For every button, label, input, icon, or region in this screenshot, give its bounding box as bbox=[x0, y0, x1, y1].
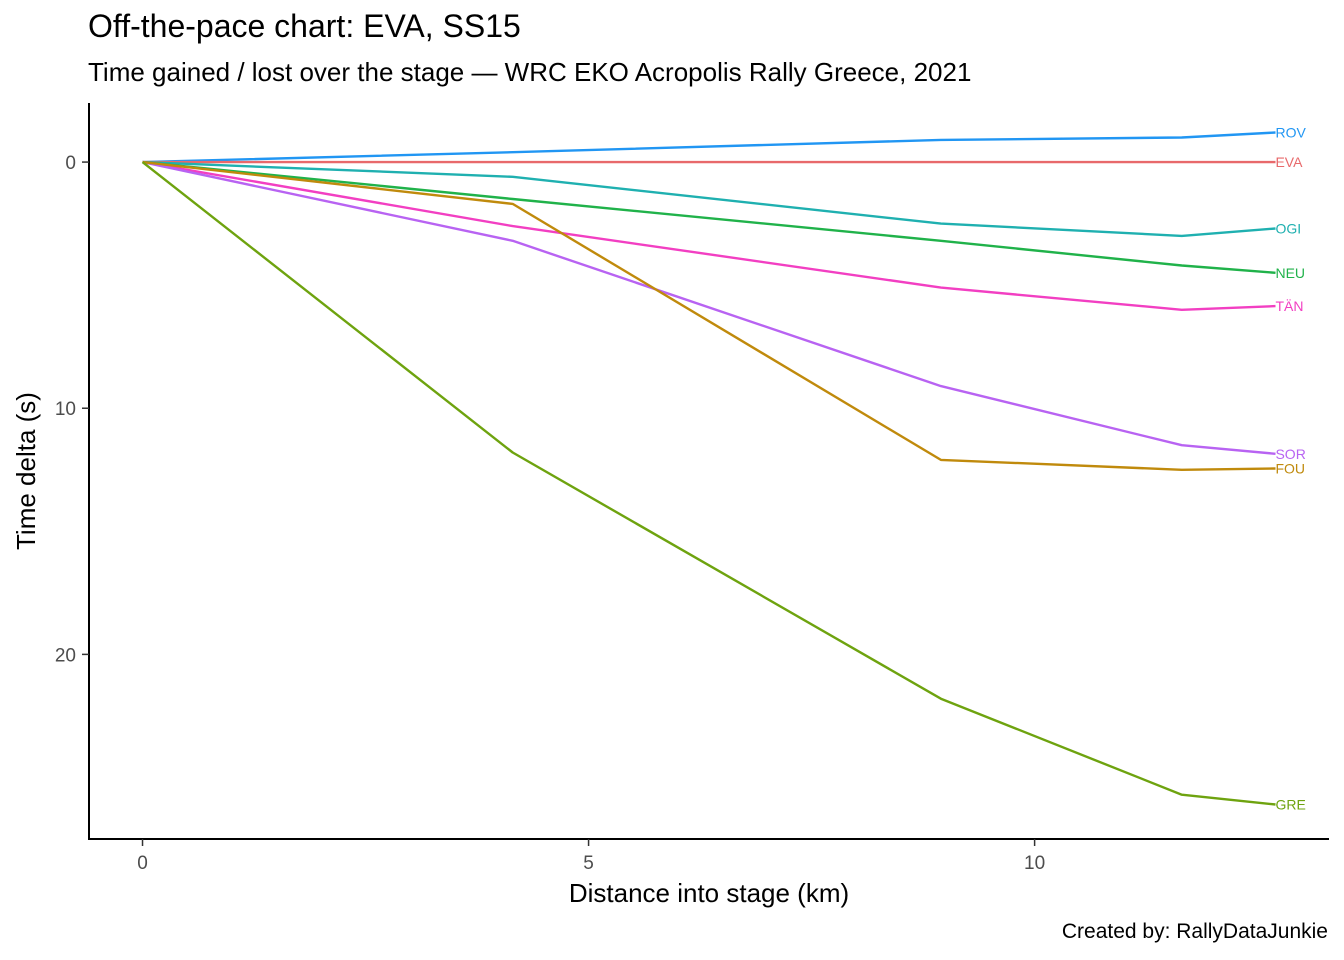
series-line-sor bbox=[142, 160, 1276, 455]
y-tick-label: 20 bbox=[55, 645, 76, 666]
x-tick-label: 5 bbox=[583, 853, 594, 874]
y-tick-label: 0 bbox=[65, 153, 76, 174]
x-tick-label: 10 bbox=[1024, 853, 1045, 874]
series-label-tän: TÄN bbox=[1275, 298, 1303, 314]
series-lines bbox=[141, 131, 1276, 806]
series-label-neu: NEU bbox=[1275, 265, 1305, 281]
series-label-rov: ROV bbox=[1275, 125, 1306, 141]
series-line-ogi bbox=[142, 160, 1276, 238]
series-label-fou: FOU bbox=[1275, 461, 1305, 477]
ticks: 0 5 10 0 10 20 bbox=[55, 153, 1045, 874]
series-line-rov bbox=[142, 131, 1276, 164]
chart-title: Off-the-pace chart: EVA, SS15 bbox=[88, 8, 521, 44]
series-line-tän bbox=[142, 160, 1276, 311]
y-axis-title: Time delta (s) bbox=[11, 392, 41, 550]
series-line-neu bbox=[142, 160, 1276, 274]
series-line-fou bbox=[142, 160, 1276, 471]
x-axis-title: Distance into stage (km) bbox=[569, 878, 849, 908]
chart-subtitle: Time gained / lost over the stage — WRC … bbox=[88, 57, 972, 87]
series-label-eva: EVA bbox=[1275, 154, 1303, 170]
series-line-gre bbox=[141, 161, 1276, 806]
series-label-sor: SOR bbox=[1275, 446, 1305, 462]
x-tick-label: 0 bbox=[137, 853, 148, 874]
y-tick-label: 10 bbox=[55, 399, 76, 420]
axes bbox=[88, 103, 1329, 840]
series-label-gre: GRE bbox=[1275, 797, 1305, 813]
chart-caption: Created by: RallyDataJunkie bbox=[1061, 920, 1328, 943]
series-label-ogi: OGI bbox=[1275, 221, 1301, 237]
